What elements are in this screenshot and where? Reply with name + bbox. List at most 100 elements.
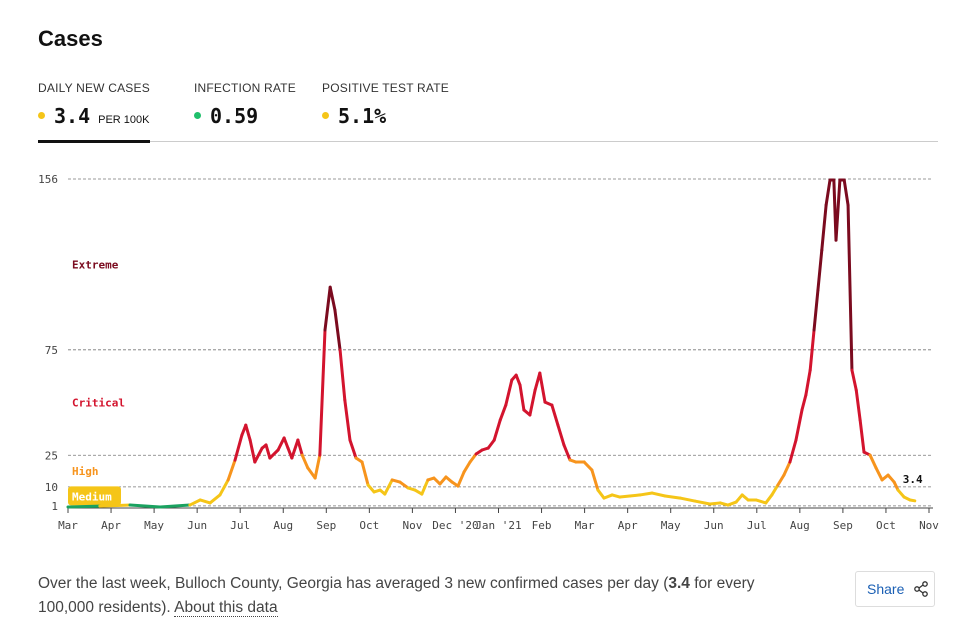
line-segment [754, 498, 768, 505]
share-icon [914, 581, 929, 597]
summary-part: Over the last week, Bulloch County, Geor… [38, 575, 669, 592]
status-dot [194, 112, 201, 119]
level-label: Medium [72, 490, 112, 503]
x-tick-label: Dec '20 [432, 519, 478, 532]
line-segment [333, 308, 342, 352]
y-tick-label: 25 [45, 449, 58, 462]
line-segment [268, 448, 280, 460]
line-segment [360, 460, 370, 487]
line-segment [628, 493, 642, 498]
line-segment [66, 504, 102, 509]
line-segment [820, 203, 828, 252]
summary-text: Over the last week, Bulloch County, Geor… [38, 572, 778, 620]
about-link[interactable]: About this data [174, 599, 278, 617]
x-tick-label: Nov [402, 519, 422, 532]
line-segment [804, 368, 812, 397]
tab-row: 3.4 PER 100K [38, 104, 150, 128]
line-segment [663, 494, 682, 500]
y-tick-label: 1 [51, 500, 58, 513]
line-segment [800, 393, 808, 412]
x-tick-label: May [144, 519, 164, 532]
level-label: Critical [72, 397, 125, 410]
line-segment [282, 436, 290, 450]
last-value-label: 3.4 [903, 473, 923, 486]
level-label: High [72, 465, 99, 478]
x-tick-label: Feb [532, 519, 552, 532]
line-segment [438, 475, 448, 486]
line-segment [338, 348, 347, 402]
x-tick-label: Nov [919, 519, 939, 532]
line-segment [556, 423, 566, 447]
tab-value: 0.59 [210, 104, 259, 128]
x-tick-label: Jan '21 [475, 519, 521, 532]
x-tick-label: Oct [359, 519, 379, 532]
tab-value: 3.4 [54, 104, 91, 128]
x-tick-label: Aug [273, 519, 293, 532]
line-segment [276, 436, 286, 452]
line-segment [596, 488, 606, 500]
line-segment [486, 438, 496, 450]
tab-row: 5.1% [322, 104, 449, 128]
line-segment [528, 388, 537, 417]
line-segment [328, 285, 337, 312]
line-segment [318, 328, 327, 457]
y-tick-label: 75 [45, 344, 58, 357]
summary-part: for every 100,000 residents). [38, 575, 755, 616]
line-segment [590, 468, 600, 492]
line-segment [188, 498, 202, 507]
metric-tab[interactable]: INFECTION RATE 0.59 [194, 78, 296, 140]
y-tick-label: 10 [45, 481, 58, 494]
line-segment [824, 178, 832, 207]
page-title: Cases [38, 26, 103, 51]
line-segment [842, 178, 850, 207]
line-segment [650, 491, 667, 498]
line-segment [233, 433, 244, 462]
metric-tabs: DAILY NEW CASES 3.4 PER 100K INFECTION RATE… [38, 78, 938, 143]
line-segment [253, 446, 264, 464]
line-segment [896, 488, 906, 499]
line-segment [770, 483, 780, 497]
line-segment [313, 453, 322, 480]
metric-tab[interactable]: DAILY NEW CASES 3.4 PER 100K [38, 78, 150, 143]
line-segment [366, 483, 376, 494]
line-segment [886, 473, 896, 484]
chart: 1 10 25 75 156 Mar Apr May Jun Jul Aug Sep Oct Nov Dec… [38, 173, 939, 532]
line-segment [908, 498, 917, 503]
line-segment [218, 478, 230, 497]
x-tick-label: May [661, 519, 681, 532]
x-tick-label: Jul [230, 519, 250, 532]
line-segment [808, 328, 816, 372]
line-segment [850, 368, 858, 392]
x-tick-label: Oct [876, 519, 896, 532]
metric-tab[interactable]: POSITIVE TEST RATE 5.1% [322, 78, 449, 140]
x-tick-label: Sep [833, 519, 853, 532]
line-segment [158, 503, 192, 509]
line-segment [208, 493, 222, 505]
line-segment [383, 478, 394, 496]
line-segment [244, 423, 252, 442]
line-segment [874, 466, 884, 482]
line-segment [462, 460, 472, 474]
line-segment [678, 496, 697, 503]
line-segment [348, 438, 358, 460]
line-segment [323, 285, 332, 332]
line-segment [264, 443, 272, 460]
line-segment [693, 499, 712, 506]
line-segment [834, 178, 842, 242]
line-segment [98, 503, 132, 508]
share-button[interactable]: Share [855, 571, 935, 607]
tab-label: POSITIVE TEST RATE [322, 81, 449, 95]
x-tick-label: Mar [58, 519, 78, 532]
x-tick-label: Sep [316, 519, 336, 532]
line-segment [846, 203, 854, 372]
line-segment [782, 460, 792, 477]
line-segment [854, 388, 862, 422]
line-segment [198, 498, 212, 505]
line-segment [618, 494, 632, 499]
x-tick-label: Jun [704, 519, 724, 532]
line-segment [514, 373, 522, 387]
line-segment [398, 480, 410, 490]
tab-label: DAILY NEW CASES [38, 81, 150, 95]
line-segment [456, 470, 466, 488]
x-tick-label: Jun [187, 519, 207, 532]
